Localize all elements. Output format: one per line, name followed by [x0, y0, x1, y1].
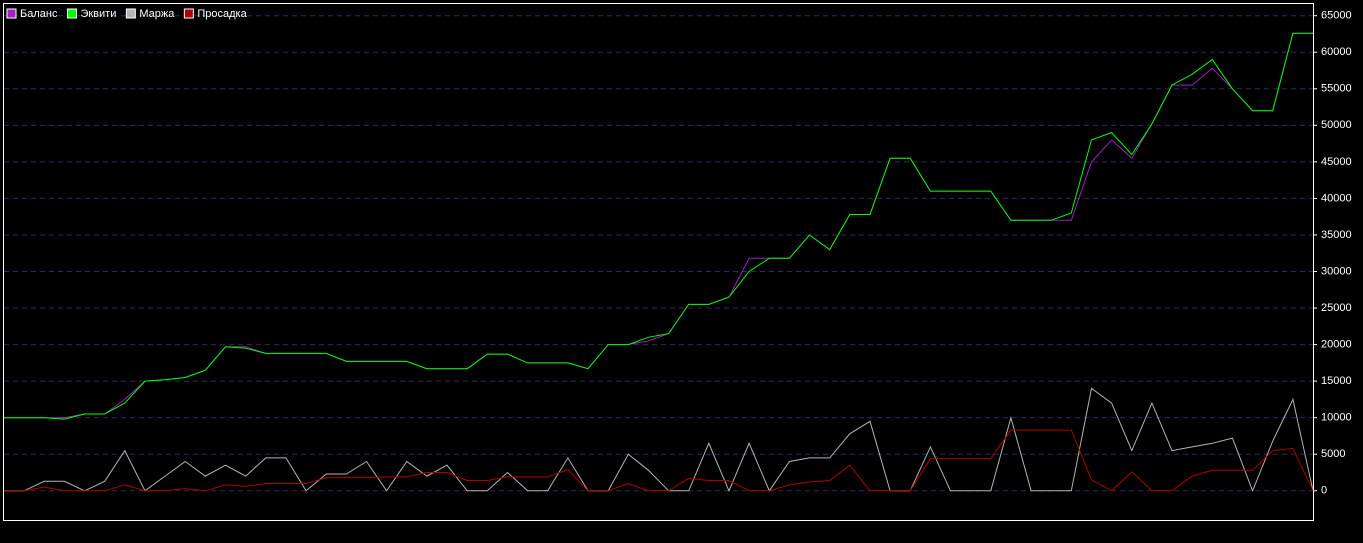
- series-line: [4, 387, 1314, 493]
- legend-label: Маржа: [139, 8, 175, 20]
- legend-swatch: [183, 8, 194, 19]
- y-tick-label: 30000: [1321, 265, 1352, 277]
- legend-swatch: [125, 8, 136, 19]
- y-tick-label: 40000: [1321, 192, 1352, 204]
- series-line: [4, 32, 1313, 420]
- plot-frame: [3, 3, 1314, 521]
- y-tick-label: 60000: [1321, 46, 1352, 58]
- legend-label: Баланс: [20, 8, 58, 20]
- y-tick-label: 20000: [1321, 338, 1352, 350]
- legend-label: Просадка: [197, 8, 247, 20]
- y-tick-label: 25000: [1321, 302, 1352, 314]
- y-tick-label: 0: [1321, 485, 1327, 497]
- y-tick-label: 35000: [1321, 229, 1352, 241]
- y-tick-label: 15000: [1321, 375, 1352, 387]
- legend-swatch: [6, 8, 17, 19]
- y-tick-label: 50000: [1321, 119, 1352, 131]
- legend-label: Эквити: [80, 8, 116, 20]
- legend-swatch: [66, 8, 77, 19]
- y-tick-label: 65000: [1321, 10, 1352, 22]
- y-tick-label: 55000: [1321, 83, 1352, 95]
- y-tick-label: 10000: [1321, 412, 1352, 424]
- y-tick-label: 45000: [1321, 156, 1352, 168]
- series-line: [4, 429, 1314, 492]
- y-tick-label: 5000: [1321, 448, 1345, 460]
